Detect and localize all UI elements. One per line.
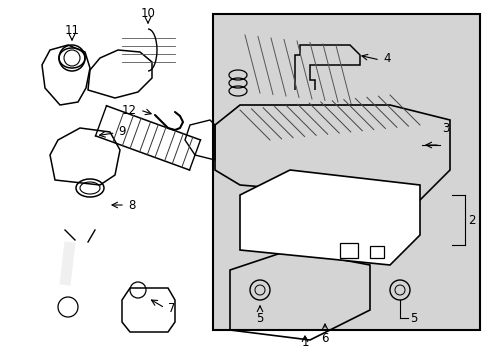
Text: 7: 7 xyxy=(168,302,175,315)
Text: 2: 2 xyxy=(467,213,474,226)
Text: 4: 4 xyxy=(382,51,390,64)
Text: 11: 11 xyxy=(64,23,80,36)
Bar xyxy=(339,243,357,258)
Text: 9: 9 xyxy=(118,125,126,138)
Text: 5: 5 xyxy=(409,311,417,324)
Text: 8: 8 xyxy=(128,198,135,212)
Bar xyxy=(369,246,383,258)
Text: 10: 10 xyxy=(140,6,155,19)
Text: 6: 6 xyxy=(321,332,328,345)
Bar xyxy=(213,14,479,330)
Text: 5: 5 xyxy=(256,311,263,324)
Polygon shape xyxy=(240,170,419,265)
Text: 1: 1 xyxy=(301,336,308,348)
Text: 3: 3 xyxy=(441,122,448,135)
Text: 12: 12 xyxy=(122,104,137,117)
